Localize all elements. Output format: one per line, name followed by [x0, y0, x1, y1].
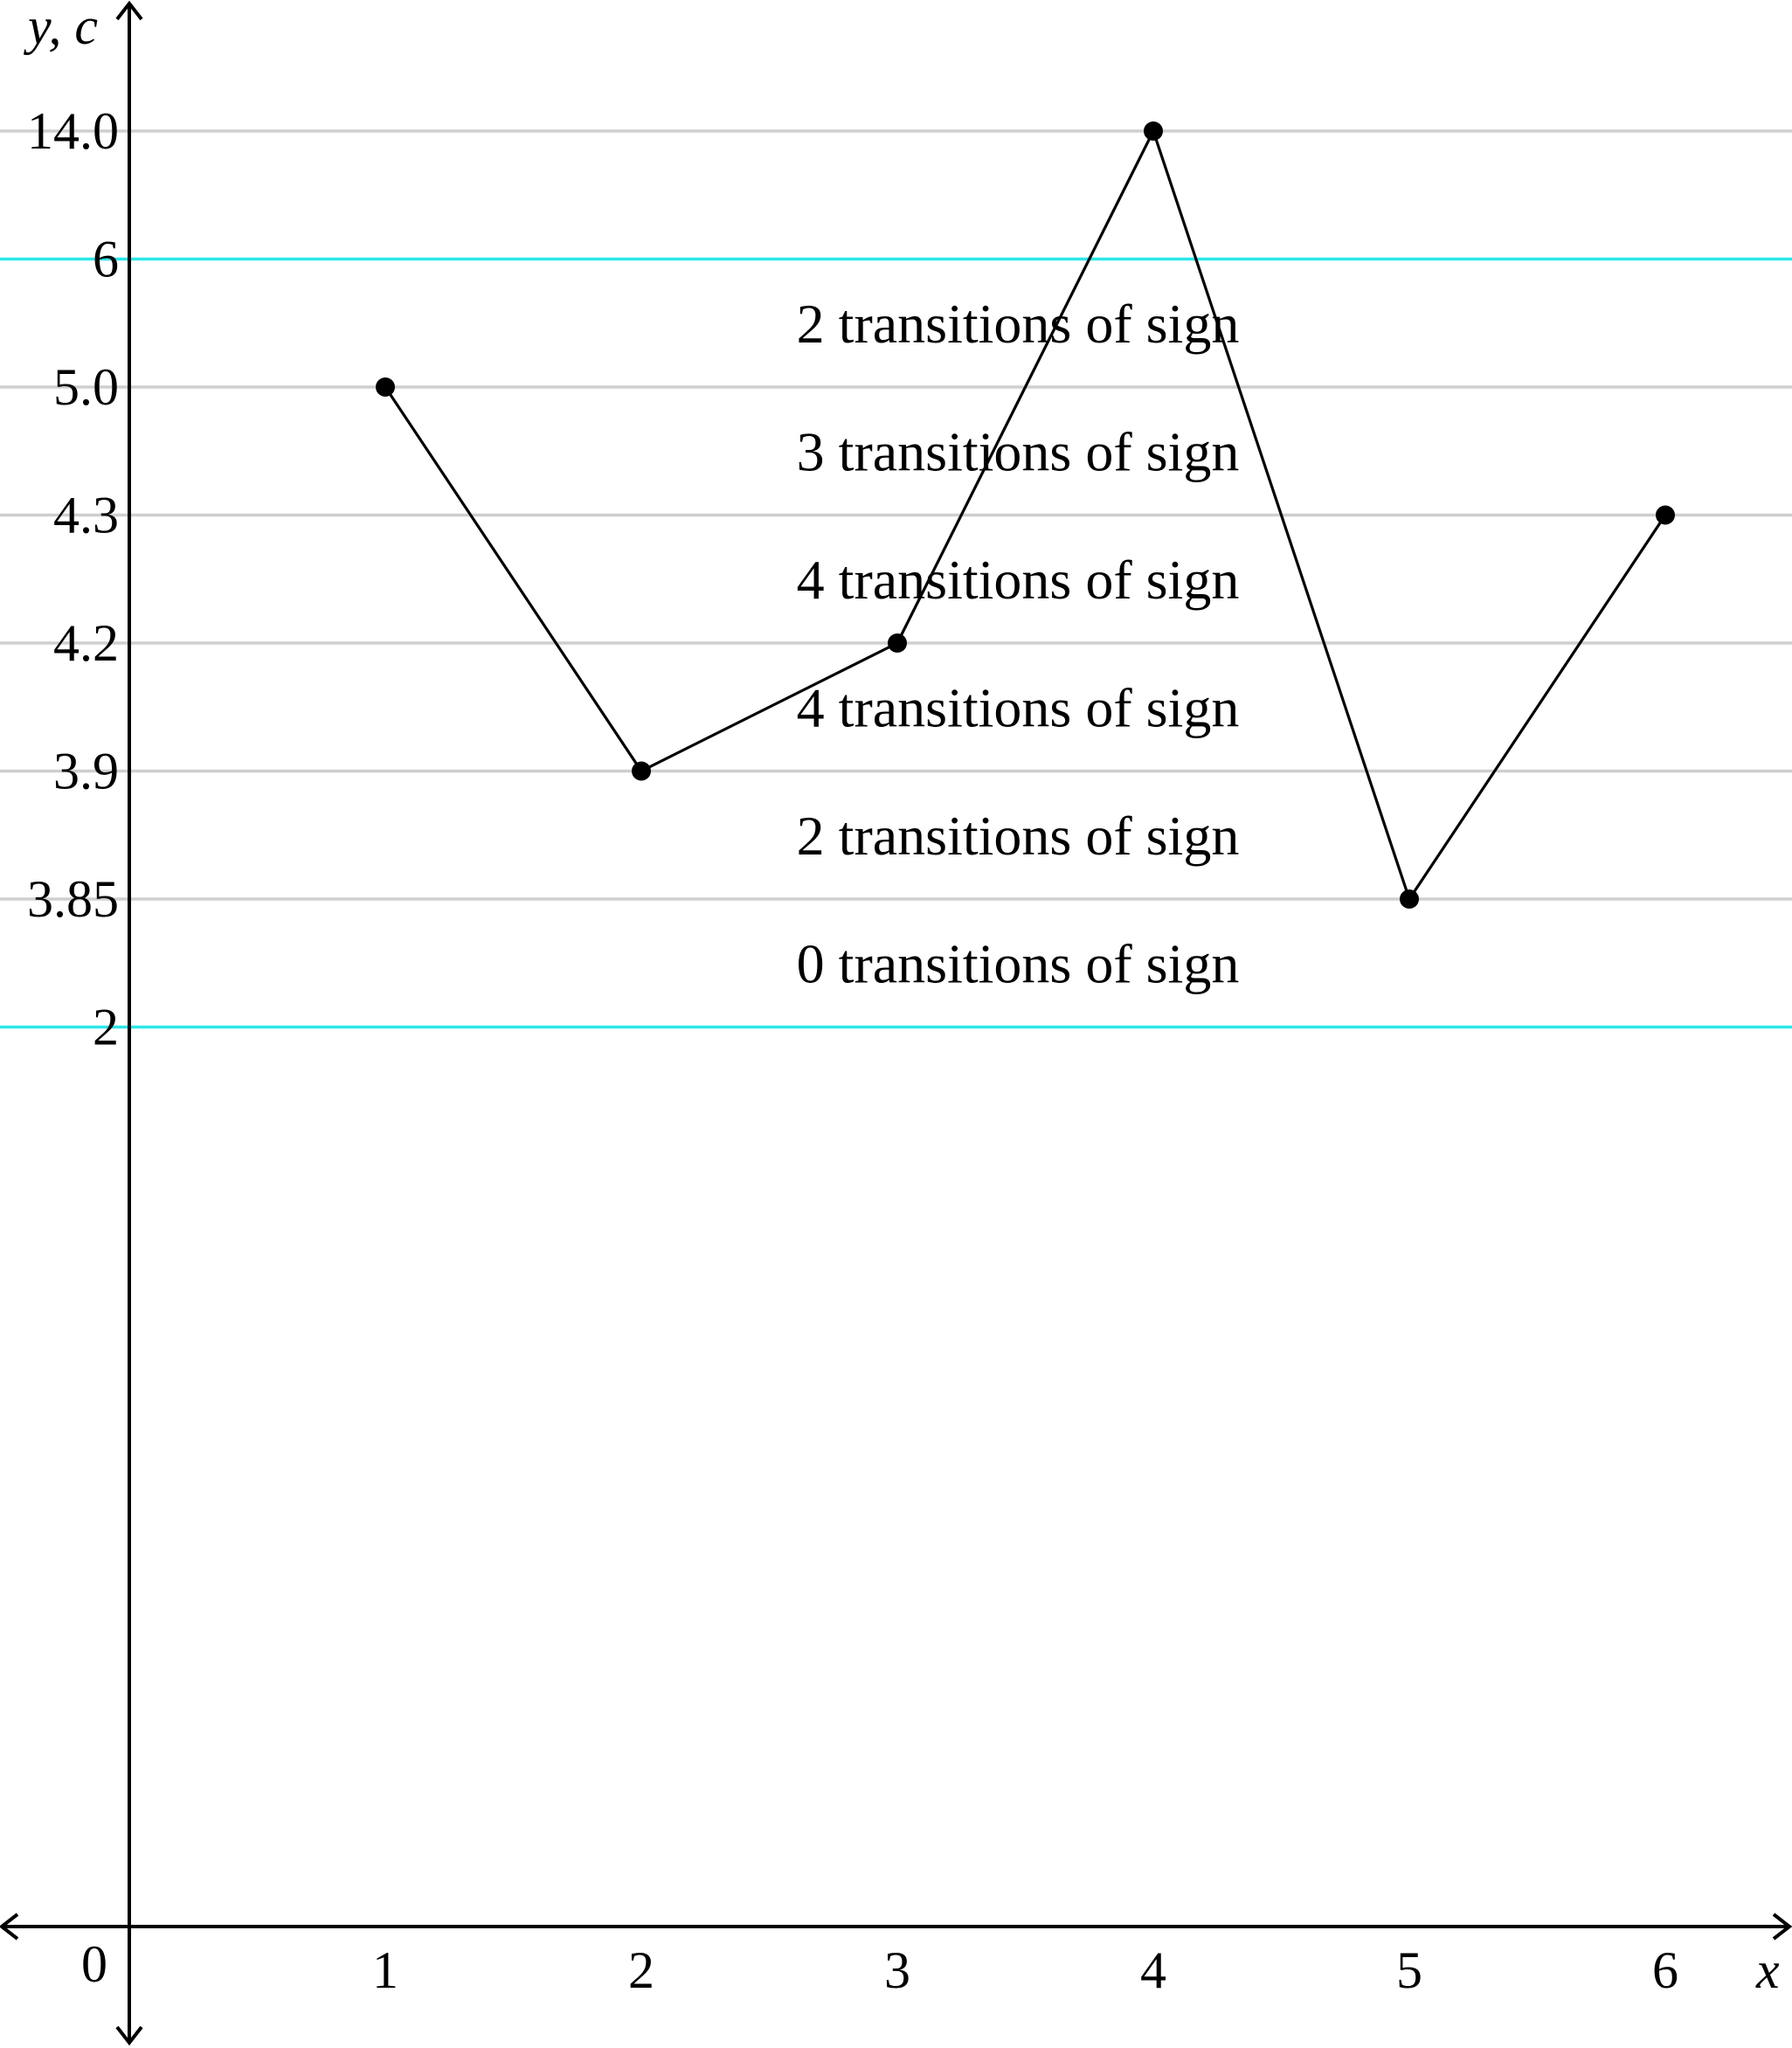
y-tick-label-14-0: 14.0 [27, 102, 119, 160]
series [376, 121, 1675, 909]
data-point-5 [1400, 889, 1419, 909]
data-point-2 [632, 761, 651, 781]
x-tick-label-5: 5 [1396, 1941, 1422, 1999]
y-tick-label-5-0: 5.0 [53, 358, 119, 416]
data-point-6 [1656, 505, 1675, 525]
x-axis-arrow-left [0, 1913, 19, 1941]
x-axis-label: x [1755, 1941, 1780, 1999]
y-axis-arrow-top [115, 0, 143, 21]
x-tick-label-1: 1 [372, 1941, 398, 1999]
x-tick-label-3: 3 [884, 1941, 910, 1999]
y-tick-label-3-85: 3.85 [27, 870, 119, 928]
y-tick-label-2: 2 [93, 999, 119, 1056]
y-tick-label-4-3: 4.3 [53, 487, 119, 544]
data-point-4 [1144, 121, 1163, 141]
annotation-3: 4 transitions of sign [797, 549, 1240, 611]
x-axis-arrow-right [1772, 1913, 1792, 1941]
series-line-1 [384, 127, 1667, 903]
x-tick-label-6: 6 [1652, 1941, 1678, 1999]
x-tick-labels: 1 2 3 4 5 6 [372, 1941, 1678, 1999]
x-tick-label-4: 4 [1140, 1941, 1166, 1999]
annotation-5: 2 transitions of sign [797, 805, 1240, 867]
annotation-1: 2 transitions of sign [797, 293, 1240, 355]
origin-label: 0 [81, 1935, 107, 1993]
data-point-3 [888, 633, 907, 653]
y-axis-label: y, c [23, 0, 98, 55]
annotation-4: 4 transitions of sign [797, 676, 1240, 738]
y-tick-label-4-2: 4.2 [53, 614, 119, 672]
annotations: 2 transitions of sign 3 transitions of si… [797, 293, 1240, 995]
x-tick-label-2: 2 [628, 1941, 654, 1999]
annotation-2: 3 transitions of sign [797, 420, 1240, 482]
y-tick-label-3-9: 3.9 [53, 743, 119, 800]
y-axis-arrow-bottom [115, 2025, 143, 2046]
annotation-6: 0 transitions of sign [797, 932, 1240, 994]
y-tick-label-6: 6 [93, 231, 119, 288]
data-point-1 [376, 377, 395, 397]
